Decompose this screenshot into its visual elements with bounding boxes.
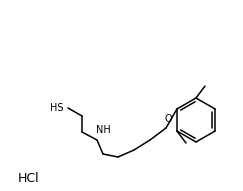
Text: HS: HS: [50, 103, 64, 113]
Text: NH: NH: [96, 125, 110, 135]
Text: HCl: HCl: [18, 172, 40, 185]
Text: O: O: [164, 114, 172, 124]
